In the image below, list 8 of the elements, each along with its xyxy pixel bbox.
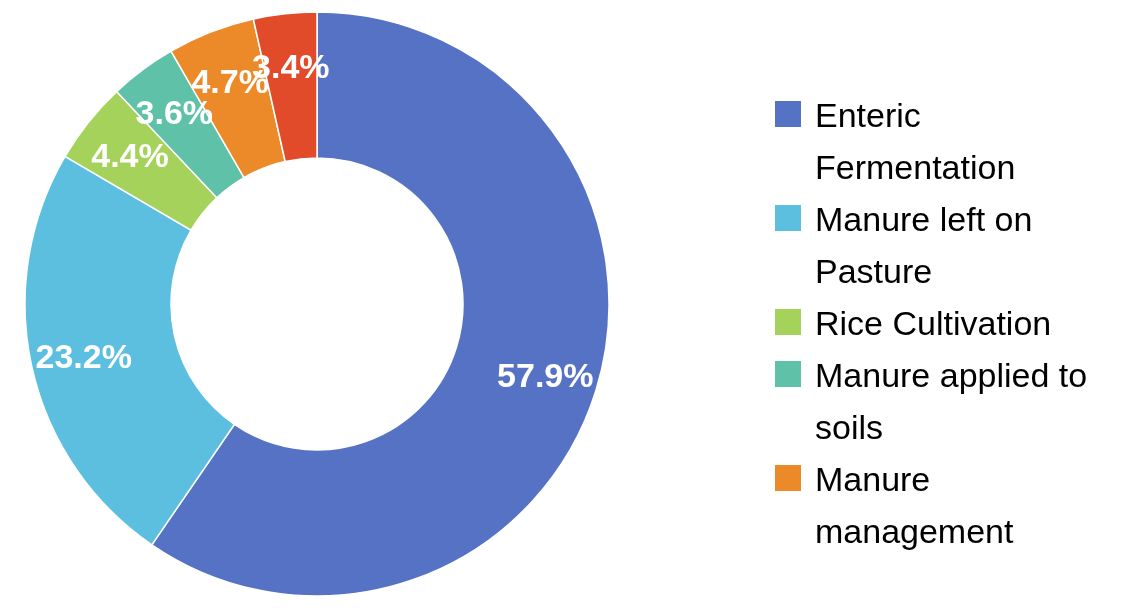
data-label: 57.9% (497, 355, 594, 394)
data-label: 23.2% (35, 337, 132, 376)
legend-label: Rice Cultivation (815, 303, 1052, 342)
legend-label: Manure management (815, 459, 1015, 550)
data-label: 4.4% (91, 136, 169, 175)
legend-label: Enteric Fermentation (815, 95, 1016, 186)
legend-label: Manure applied to soils (815, 355, 1088, 446)
legend-label: Manure left on Pasture (815, 199, 1033, 290)
